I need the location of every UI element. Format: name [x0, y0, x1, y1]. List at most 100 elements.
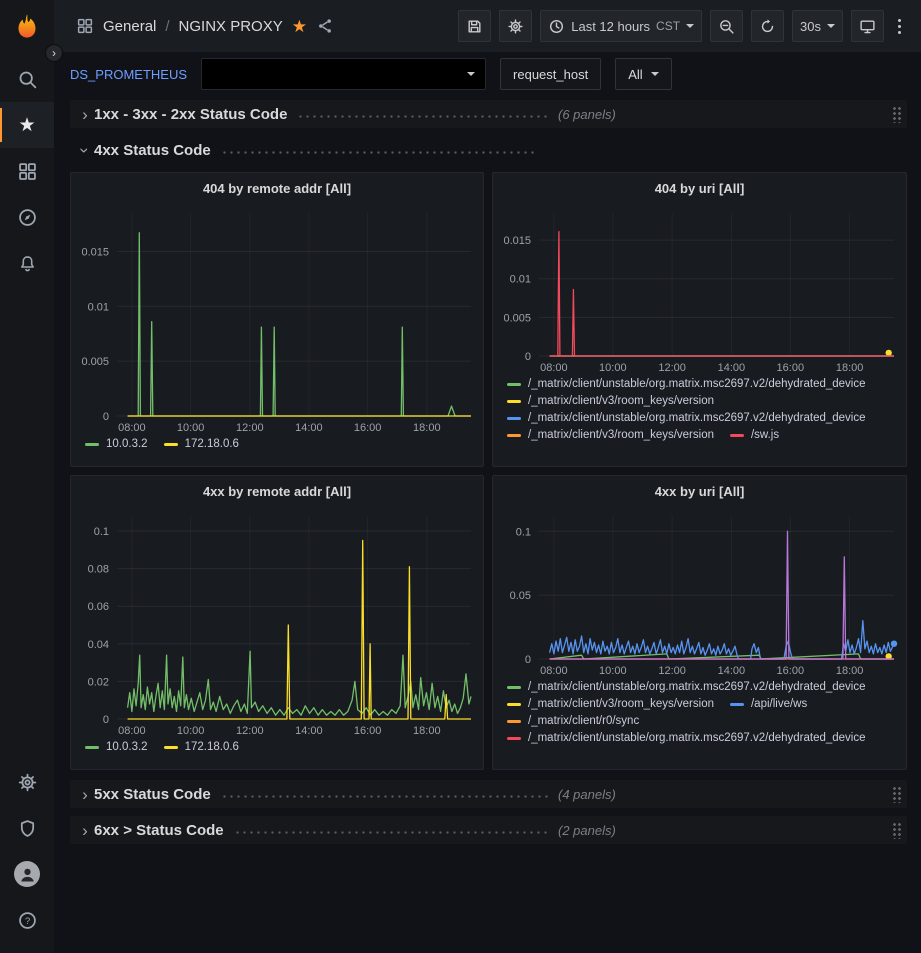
- clock-icon: [550, 19, 564, 33]
- legend-item[interactable]: 10.0.3.2: [85, 438, 148, 450]
- row-1xx-3xx-2xx[interactable]: › 1xx - 3xx - 2xx Status Code (6 panels): [70, 100, 907, 128]
- svg-text:18:00: 18:00: [413, 422, 441, 434]
- refresh-button[interactable]: [751, 10, 785, 42]
- row-panel-count: (6 panels): [558, 106, 616, 122]
- legend-item[interactable]: /sw.js: [729, 429, 779, 441]
- share-icon[interactable]: [316, 17, 334, 35]
- time-range-picker[interactable]: Last 12 hours CST: [540, 10, 703, 42]
- chevron-down-icon: ›: [75, 147, 95, 153]
- legend-item[interactable]: 10.0.3.2: [85, 741, 148, 753]
- legend-series-label: /_matrix/client/v3/room_keys/version: [528, 429, 714, 441]
- row-title: 1xx - 3xx - 2xx Status Code: [94, 105, 288, 123]
- svg-text:0.005: 0.005: [503, 312, 531, 324]
- chart-404-by-uri[interactable]: 08:00 10:00 12:00 14:00 16:00 18:00 0 0.005 0.01…: [493, 203, 906, 376]
- grafana-logo[interactable]: [9, 10, 45, 46]
- breadcrumb-folder[interactable]: General: [103, 17, 157, 35]
- row-title-group: › 5xx Status Code: [76, 786, 558, 803]
- legend-series-label: /_matrix/client/r0/sync: [528, 715, 640, 727]
- sidebar-item-search[interactable]: [0, 56, 54, 102]
- datasource-variable-label[interactable]: DS_PROMETHEUS: [70, 66, 188, 82]
- row-drag-handle[interactable]: [892, 785, 903, 803]
- chevron-down-icon: [686, 24, 695, 28]
- legend-series-label: /_matrix/client/v3/room_keys/version: [528, 698, 714, 710]
- tv-kiosk-button[interactable]: [851, 10, 884, 42]
- row-5xx[interactable]: › 5xx Status Code (4 panels): [70, 780, 907, 808]
- dashboard-title[interactable]: NGINX PROXY: [178, 17, 283, 35]
- row-4xx[interactable]: › 4xx Status Code: [70, 136, 907, 164]
- chart-404-by-remote-addr[interactable]: 08:00 10:00 12:00 14:00 16:00 18:00 0 0.005 0.01…: [71, 203, 483, 436]
- favorite-star-icon[interactable]: ★: [291, 16, 307, 36]
- request-host-variable-select[interactable]: All: [615, 58, 672, 90]
- legend-series-label: 172.18.0.6: [184, 438, 239, 450]
- panel-4xx-by-uri: 4xx by uri [All] 08:00 10:00 12:00 14:00 16:…: [492, 475, 907, 770]
- legend-series-marker: [163, 442, 178, 446]
- save-icon: [468, 19, 481, 33]
- sidebar-item-dashboards[interactable]: [0, 148, 54, 194]
- timezone-badge: CST: [656, 19, 681, 33]
- legend-item[interactable]: /_matrix/client/unstable/org.matrix.msc2…: [507, 412, 866, 424]
- panel-title[interactable]: 4xx by uri [All]: [654, 483, 745, 499]
- sidebar-item-server-admin[interactable]: [0, 805, 54, 851]
- row-drag-handle[interactable]: [892, 821, 903, 839]
- sidebar-item-alerting[interactable]: [0, 240, 54, 286]
- sidebar-item-starred[interactable]: ★: [0, 102, 54, 148]
- chart-4xx-by-remote-addr[interactable]: 08:00 10:00 12:00 14:00 16:00 18:00 0 0.02 0.04 0…: [71, 506, 483, 739]
- legend-series-marker: [507, 736, 521, 740]
- legend-item[interactable]: /_matrix/client/v3/room_keys/version: [507, 698, 714, 710]
- time-range-label: Last 12 hours: [571, 18, 651, 34]
- panel-legend: 10.0.3.2 172.18.0.6: [71, 739, 483, 769]
- legend-item[interactable]: 172.18.0.6: [163, 438, 239, 450]
- dashboards-grid-icon: [18, 162, 36, 180]
- legend-item[interactable]: /api/live/ws: [729, 698, 808, 710]
- panel-legend: 10.0.3.2 172.18.0.6: [71, 436, 483, 466]
- svg-text:14:00: 14:00: [295, 422, 323, 434]
- variables-bar: DS_PROMETHEUS request_host All: [54, 52, 921, 96]
- row-title-group: › 1xx - 3xx - 2xx Status Code: [76, 106, 558, 123]
- row-drag-handle[interactable]: [892, 105, 903, 123]
- legend-item[interactable]: /_matrix/client/unstable/org.matrix.msc2…: [507, 732, 866, 744]
- more-options-kebab[interactable]: [892, 13, 907, 40]
- legend-series-label: 10.0.3.2: [106, 438, 148, 450]
- sidebar-item-explore[interactable]: [0, 194, 54, 240]
- legend-item[interactable]: /_matrix/client/v3/room_keys/version: [507, 395, 714, 407]
- legend-item[interactable]: 172.18.0.6: [163, 741, 239, 753]
- legend-series-label: /api/live/ws: [750, 698, 808, 710]
- compass-icon: [18, 208, 36, 226]
- row-title: 5xx Status Code: [94, 785, 211, 803]
- sidebar-expand-button[interactable]: ›: [45, 44, 63, 62]
- svg-text:16:00: 16:00: [354, 725, 382, 737]
- refresh-interval-picker[interactable]: 30s: [792, 10, 843, 42]
- dashboard-settings-button[interactable]: [499, 10, 533, 42]
- datasource-variable-select[interactable]: [201, 58, 487, 90]
- sidebar-item-profile[interactable]: [0, 851, 54, 897]
- panel-title[interactable]: 404 by uri [All]: [654, 180, 745, 196]
- person-icon: [20, 868, 34, 881]
- legend-series-label: /_matrix/client/unstable/org.matrix.msc2…: [528, 732, 866, 744]
- svg-text:16:00: 16:00: [777, 362, 805, 374]
- legend-item[interactable]: /_matrix/client/unstable/org.matrix.msc2…: [507, 681, 866, 693]
- sidebar-item-help[interactable]: ?: [0, 897, 54, 943]
- dashboard-squares-icon: [76, 17, 94, 35]
- svg-text:10:00: 10:00: [599, 362, 627, 374]
- chart-4xx-by-uri[interactable]: 08:00 10:00 12:00 14:00 16:00 18:00 0 0.05 0.1: [493, 506, 906, 679]
- chevron-right-icon: ›: [82, 104, 88, 124]
- row-6xx[interactable]: › 6xx > Status Code (2 panels): [70, 816, 907, 844]
- svg-text:0.01: 0.01: [88, 301, 109, 313]
- legend-item[interactable]: /_matrix/client/unstable/org.matrix.msc2…: [507, 378, 866, 390]
- chevron-down-icon: [650, 72, 659, 76]
- panel-title[interactable]: 404 by remote addr [All]: [202, 180, 352, 196]
- svg-text:14:00: 14:00: [718, 362, 746, 374]
- row-title-group: › 6xx > Status Code: [76, 822, 558, 839]
- gear-icon: [508, 18, 523, 34]
- legend-item[interactable]: /_matrix/client/v3/room_keys/version: [507, 429, 714, 441]
- panel-title[interactable]: 4xx by remote addr [All]: [202, 483, 352, 499]
- row-title: 6xx > Status Code: [94, 821, 224, 839]
- svg-text:16:00: 16:00: [777, 665, 805, 677]
- sidebar-item-configuration[interactable]: [0, 759, 54, 805]
- legend-series-marker: [507, 685, 521, 689]
- svg-text:12:00: 12:00: [658, 362, 686, 374]
- legend-item[interactable]: /_matrix/client/r0/sync: [507, 715, 639, 727]
- zoom-out-button[interactable]: [710, 10, 744, 42]
- svg-text:0.1: 0.1: [94, 526, 109, 538]
- save-dashboard-button[interactable]: [458, 10, 492, 42]
